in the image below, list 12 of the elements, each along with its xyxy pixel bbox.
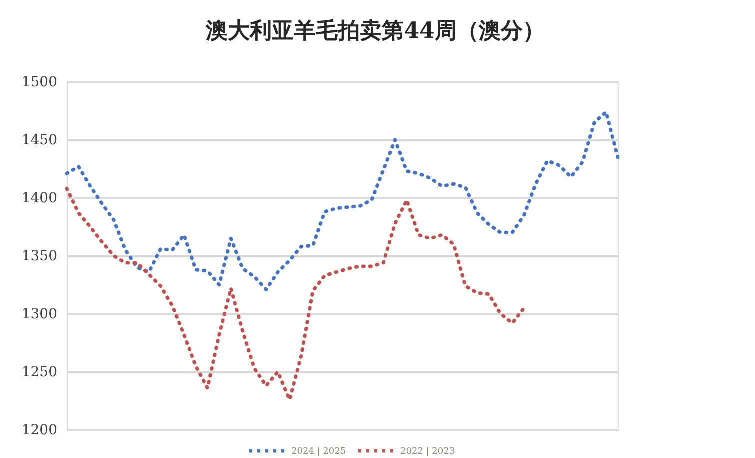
line-series xyxy=(65,186,526,402)
line-series xyxy=(65,110,620,292)
y-tick-label: 1500 xyxy=(22,74,58,90)
y-tick-label: 1300 xyxy=(22,306,58,322)
y-tick-label: 1200 xyxy=(22,422,58,438)
y-tick-label: 1350 xyxy=(22,248,58,264)
legend-label: 2022 | 2023 xyxy=(400,447,456,457)
legend-label: 2024 | 2025 xyxy=(292,447,346,457)
y-tick-label: 1450 xyxy=(22,132,58,148)
chart-title: 澳大利亚羊毛拍卖第44周（澳分） xyxy=(205,18,545,44)
y-tick-label: 1250 xyxy=(22,364,58,380)
y-tick-label: 1400 xyxy=(22,190,58,206)
